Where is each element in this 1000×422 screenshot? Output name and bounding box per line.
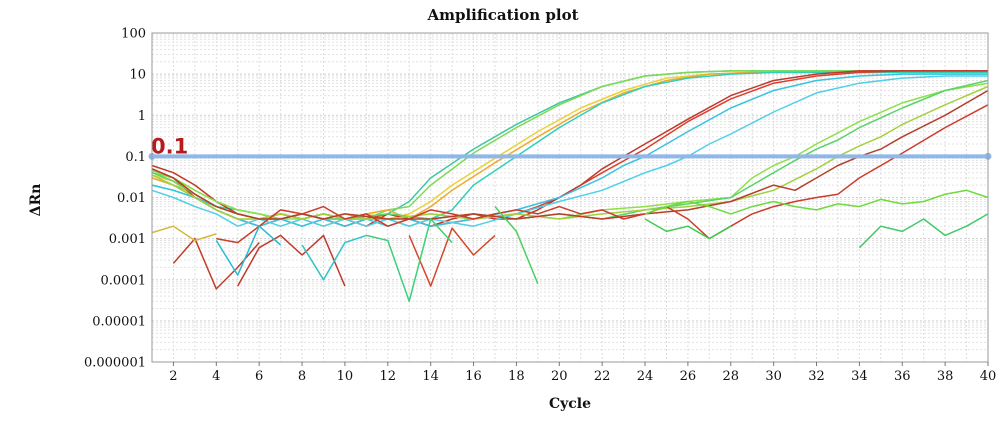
x-tick-label: 40	[980, 369, 997, 384]
series-line-7	[151, 70, 988, 227]
series-line-22	[366, 218, 453, 303]
series-line-15	[644, 189, 989, 215]
y-tick-labels: 0.000001 0.00001 0.0001 0.001 0.01 0.1 1 10 100	[84, 27, 146, 371]
series-line-12	[151, 85, 989, 220]
x-tick-labels: 2 4 6 8 10 12 14 16 18 20 22 24 26 28 30 32 34 36 38 40	[169, 362, 996, 384]
series-line-16	[644, 218, 732, 240]
x-tick-label: 4	[212, 369, 220, 384]
axes	[151, 32, 989, 363]
threshold: 0.1	[148, 134, 992, 160]
x-tick-label: 30	[765, 369, 782, 384]
y-tick-label: 0.001	[109, 232, 146, 247]
x-tick-label: 28	[722, 369, 739, 384]
series-line-24	[151, 225, 217, 242]
series-line-18	[237, 234, 346, 287]
series-line-23	[494, 206, 539, 284]
series-lines	[151, 70, 989, 303]
series-line-6	[151, 70, 988, 227]
x-tick-label: 38	[937, 369, 954, 384]
plot-frame	[151, 32, 989, 363]
y-tick-label: 0.00001	[92, 314, 146, 329]
y-tick-label: 10	[129, 68, 146, 83]
x-tick-label: 10	[337, 369, 354, 384]
threshold-label: 0.1	[151, 134, 188, 158]
x-tick-label: 14	[422, 369, 439, 384]
x-tick-label: 16	[465, 369, 482, 384]
x-tick-label: 18	[508, 369, 525, 384]
y-tick-label: 1	[138, 109, 146, 124]
series-line-14	[216, 104, 989, 244]
x-tick-label: 12	[380, 369, 397, 384]
x-tick-label: 6	[255, 369, 263, 384]
y-axis-label: ΔRn	[28, 184, 44, 217]
series-line-20	[215, 225, 282, 276]
x-tick-label: 2	[169, 369, 177, 384]
x-tick-label: 36	[894, 369, 911, 384]
x-axis-label: Cycle	[549, 396, 591, 412]
y-tick-label: 0.1	[125, 150, 146, 165]
x-tick-label: 8	[298, 369, 306, 384]
x-tick-label: 32	[808, 369, 825, 384]
y-tick-label: 0.01	[117, 191, 146, 206]
x-tick-label: 26	[680, 369, 697, 384]
series-line-25	[858, 213, 989, 249]
y-tick-label: 0.0001	[101, 273, 147, 288]
y-tick-label: 0.000001	[84, 356, 146, 371]
series-line-13	[151, 89, 989, 220]
x-tick-label: 34	[851, 369, 868, 384]
x-tick-label: 20	[551, 369, 568, 384]
x-tick-label: 24	[637, 369, 654, 384]
x-tick-label: 22	[594, 369, 611, 384]
chart-title: Amplification plot	[426, 6, 578, 24]
series-line-19	[408, 227, 496, 287]
y-tick-label: 100	[121, 27, 146, 42]
series-line-9	[151, 75, 988, 227]
series-line-21	[301, 234, 367, 281]
